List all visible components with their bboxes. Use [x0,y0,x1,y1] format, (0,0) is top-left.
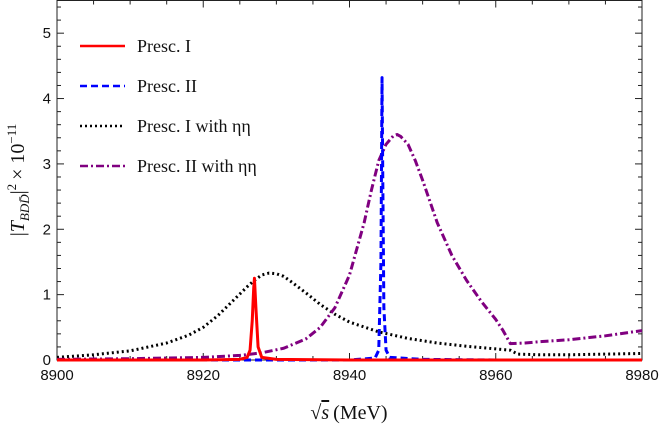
y-axis-bar-left: | [7,232,29,236]
y-axis-subscript: BDD̄ [17,194,32,221]
y-tick-label: 3 [43,156,51,173]
series-line-4 [56,133,643,361]
series-layer [56,76,643,362]
x-tick-label: 8900 [40,367,73,384]
series-line-1 [57,276,642,362]
legend: Presc. I Presc. II Presc. I with ηη Presc. … [80,36,257,176]
y-tick-label: 2 [43,221,51,238]
legend-label-2: Presc. II [137,76,197,96]
x-tick-label: 8960 [479,367,512,384]
y-tick-label: 0 [43,352,51,369]
y-tick-label: 1 [43,287,51,304]
x-tick-label: 8940 [333,367,366,384]
x-axis-unit: (MeV) [333,402,387,424]
series-line-3 [56,271,643,359]
legend-label-4: Presc. II with ηη [137,156,257,176]
x-axis-label: √s (MeV) [310,402,387,424]
y-axis-bar-right: | [7,190,29,194]
y-axis-label: |TBDD̄|2× 10−11 [4,124,32,237]
legend-label-3: Presc. I with ηη [137,116,251,136]
y-axis-exponent: −11 [4,124,19,144]
y-axis-power: 2 [4,184,19,191]
y-tick-label: 4 [43,91,51,108]
axis-ticks: 8900 8920 8940 8960 8980 0 1 2 3 4 5 [40,0,659,384]
sqrt-symbol: √ [310,402,321,424]
x-tick-label: 8980 [625,367,658,384]
y-axis-variable: T [7,219,29,232]
legend-label-1: Presc. I [137,36,191,56]
x-tick-label: 8920 [187,367,220,384]
y-axis-times: × 10 [7,144,29,180]
x-axis-variable: s [321,402,329,424]
svg-text:|TBDD̄|2× 10−11: |TBDD̄|2× 10−11 [4,124,32,237]
y-tick-label: 5 [43,25,51,42]
